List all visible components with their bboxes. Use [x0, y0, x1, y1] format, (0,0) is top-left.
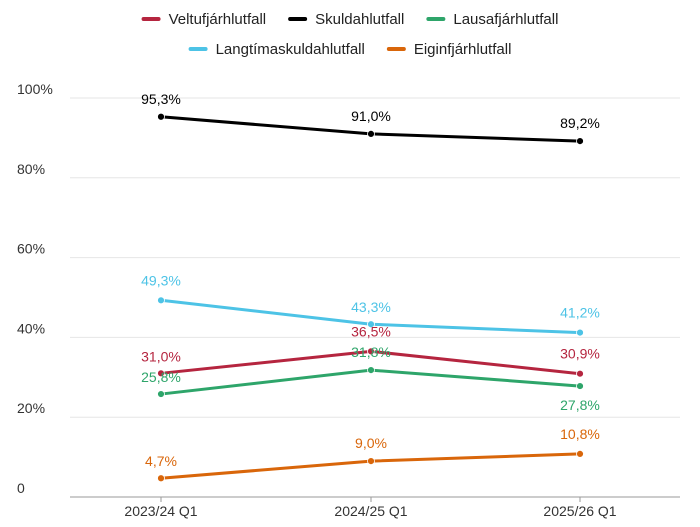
data-point-veltufjarhlutfall — [576, 369, 584, 378]
data-point-lausafjarhlutfall — [576, 382, 584, 390]
data-point-langtimaskuldahlutfall — [367, 320, 375, 329]
legend: Veltufjárhlutfall Skuldahlutfall Lausafjár… — [141, 11, 558, 58]
data-point-eiginfjarhlutfall — [367, 457, 375, 465]
data-label-skuldahlutfall: 91,0% — [351, 108, 391, 124]
x-tick-label: 2024/25 Q1 — [334, 503, 407, 519]
data-label-eiginfjarhlutfall: 9,0% — [355, 435, 387, 451]
y-tick-label: 60% — [17, 241, 45, 257]
legend-label: Eiginfjárhlutfall — [414, 41, 512, 58]
legend-label: Lausafjárhlutfall — [453, 11, 558, 28]
data-point-eiginfjarhlutfall — [157, 474, 165, 483]
x-axis: 2023/24 Q1 2024/25 Q1 2025/26 Q1 — [70, 496, 680, 519]
data-point-skuldahlutfall — [576, 137, 584, 145]
data-labels: 31,0% 36,5% 30,9% 95,3% 91,0% 89,2% 25,8% 31,8%… — [141, 91, 600, 469]
data-label-veltufjarhlutfall: 31,0% — [141, 348, 181, 364]
legend-label: Langtímaskuldahlutfall — [216, 41, 365, 58]
gridlines — [70, 97, 680, 418]
x-tick-label: 2025/26 Q1 — [543, 503, 616, 519]
data-point-lausafjarhlutfall — [367, 366, 375, 375]
data-point-skuldahlutfall — [367, 130, 375, 138]
legend-item-skuldahlutfall: Skuldahlutfall — [288, 11, 404, 28]
data-label-veltufjarhlutfall: 30,9% — [560, 346, 600, 362]
x-tick-label: 2023/24 Q1 — [124, 503, 197, 519]
y-tick-label: 80% — [17, 161, 45, 177]
data-label-lausafjarhlutfall: 25,8% — [141, 369, 181, 385]
data-label-eiginfjarhlutfall: 4,7% — [145, 453, 177, 469]
data-point-veltufjarhlutfall — [157, 369, 165, 378]
legend-label: Veltufjárhlutfall — [169, 11, 267, 28]
data-label-langtimaskuldahlutfall: 43,3% — [351, 299, 391, 315]
data-point-lausafjarhlutfall — [157, 390, 165, 398]
legend-item-langtimaskuldahlutfall: Langtímaskuldahlutfall — [188, 41, 365, 58]
data-label-lausafjarhlutfall: 27,8% — [560, 397, 600, 413]
y-axis: 0 20% 40% 60% 80% 100% — [17, 81, 53, 496]
legend-item-veltufjarhlutfall: Veltufjárhlutfall — [141, 11, 267, 28]
data-label-langtimaskuldahlutfall: 41,2% — [560, 305, 600, 321]
legend-item-lausafjarhlutfall: Lausafjárhlutfall — [426, 11, 558, 28]
data-label-skuldahlutfall: 89,2% — [560, 115, 600, 131]
y-tick-label: 20% — [17, 400, 45, 416]
data-label-langtimaskuldahlutfall: 49,3% — [141, 272, 181, 288]
y-tick-label: 0 — [17, 480, 25, 496]
data-label-lausafjarhlutfall: 31,8% — [351, 344, 391, 360]
data-point-langtimaskuldahlutfall — [157, 296, 165, 305]
data-label-eiginfjarhlutfall: 10,8% — [560, 426, 600, 442]
data-point-veltufjarhlutfall — [367, 347, 375, 356]
data-point-eiginfjarhlutfall — [576, 450, 584, 458]
y-tick-label: 40% — [17, 320, 45, 336]
data-label-skuldahlutfall: 95,3% — [141, 91, 181, 107]
legend-label: Skuldahlutfall — [315, 11, 404, 28]
legend-item-eiginfjarhlutfall: Eiginfjárhlutfall — [386, 41, 512, 58]
data-point-skuldahlutfall — [157, 112, 165, 121]
data-point-langtimaskuldahlutfall — [576, 328, 584, 337]
data-label-veltufjarhlutfall: 36,5% — [351, 323, 391, 339]
series-group — [157, 112, 584, 483]
y-tick-label: 100% — [17, 81, 53, 97]
